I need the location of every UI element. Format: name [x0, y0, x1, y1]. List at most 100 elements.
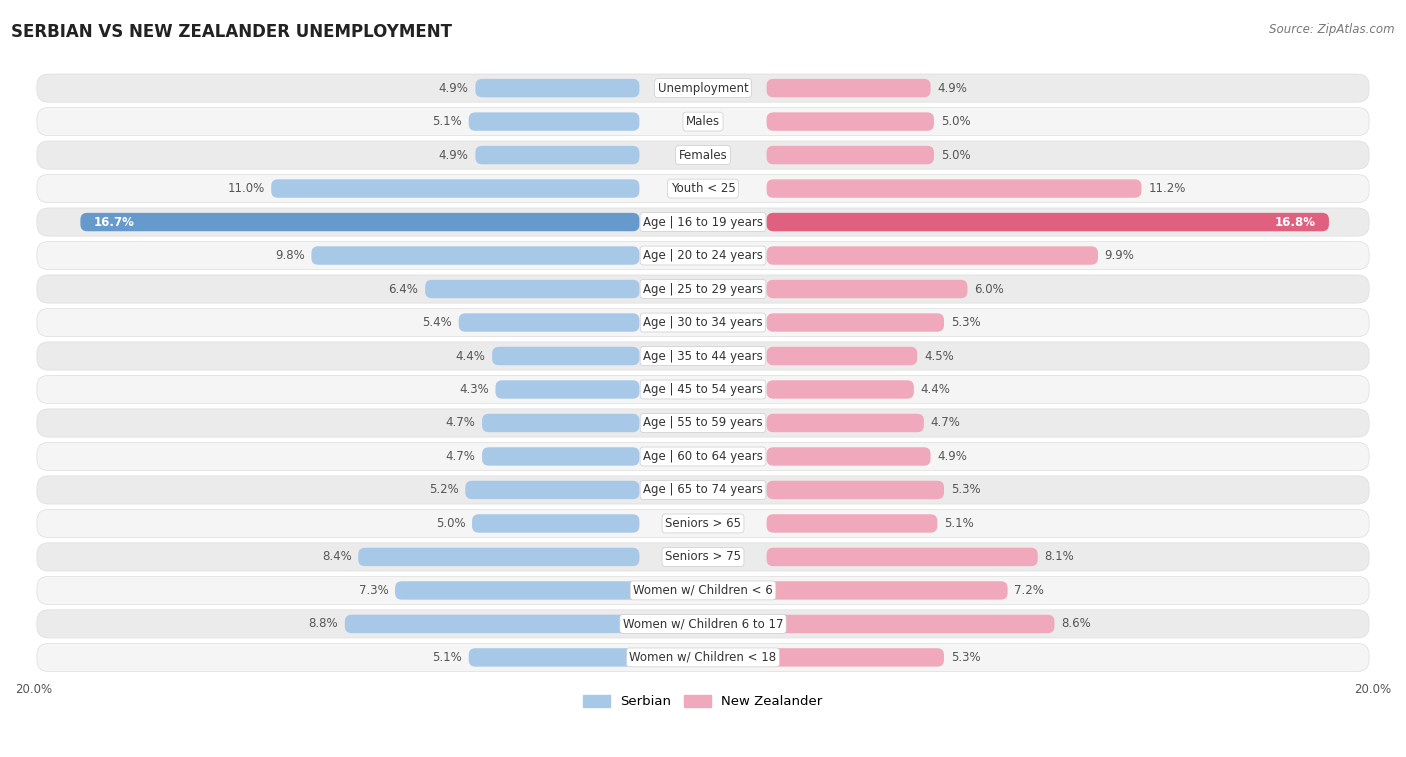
- Text: Unemployment: Unemployment: [658, 82, 748, 95]
- Text: 4.7%: 4.7%: [446, 416, 475, 429]
- FancyBboxPatch shape: [37, 107, 1369, 136]
- FancyBboxPatch shape: [766, 280, 967, 298]
- FancyBboxPatch shape: [766, 414, 924, 432]
- Text: 4.4%: 4.4%: [456, 350, 485, 363]
- FancyBboxPatch shape: [37, 543, 1369, 571]
- FancyBboxPatch shape: [482, 447, 640, 466]
- Text: 8.6%: 8.6%: [1062, 618, 1091, 631]
- FancyBboxPatch shape: [766, 548, 1038, 566]
- Text: 4.3%: 4.3%: [458, 383, 489, 396]
- Text: Males: Males: [686, 115, 720, 128]
- Text: Source: ZipAtlas.com: Source: ZipAtlas.com: [1270, 23, 1395, 36]
- Text: 4.7%: 4.7%: [931, 416, 960, 429]
- Text: Age | 25 to 29 years: Age | 25 to 29 years: [643, 282, 763, 295]
- FancyBboxPatch shape: [37, 610, 1369, 638]
- Text: 7.3%: 7.3%: [359, 584, 388, 597]
- Text: Women w/ Children 6 to 17: Women w/ Children 6 to 17: [623, 618, 783, 631]
- Text: 4.9%: 4.9%: [938, 450, 967, 463]
- Text: 5.4%: 5.4%: [422, 316, 451, 329]
- FancyBboxPatch shape: [766, 514, 938, 533]
- Text: 9.9%: 9.9%: [1105, 249, 1135, 262]
- FancyBboxPatch shape: [37, 576, 1369, 605]
- FancyBboxPatch shape: [37, 476, 1369, 504]
- FancyBboxPatch shape: [492, 347, 640, 365]
- FancyBboxPatch shape: [766, 648, 943, 667]
- FancyBboxPatch shape: [395, 581, 640, 600]
- FancyBboxPatch shape: [37, 208, 1369, 236]
- FancyBboxPatch shape: [37, 643, 1369, 671]
- Text: 4.9%: 4.9%: [439, 148, 468, 161]
- FancyBboxPatch shape: [475, 79, 640, 98]
- FancyBboxPatch shape: [472, 514, 640, 533]
- Text: 5.1%: 5.1%: [943, 517, 974, 530]
- FancyBboxPatch shape: [37, 175, 1369, 203]
- Text: 5.0%: 5.0%: [436, 517, 465, 530]
- Text: Age | 30 to 34 years: Age | 30 to 34 years: [643, 316, 763, 329]
- Text: Females: Females: [679, 148, 727, 161]
- Text: SERBIAN VS NEW ZEALANDER UNEMPLOYMENT: SERBIAN VS NEW ZEALANDER UNEMPLOYMENT: [11, 23, 453, 41]
- FancyBboxPatch shape: [37, 74, 1369, 102]
- Text: Age | 20 to 24 years: Age | 20 to 24 years: [643, 249, 763, 262]
- FancyBboxPatch shape: [766, 79, 931, 98]
- FancyBboxPatch shape: [37, 509, 1369, 537]
- FancyBboxPatch shape: [271, 179, 640, 198]
- FancyBboxPatch shape: [359, 548, 640, 566]
- Text: Age | 35 to 44 years: Age | 35 to 44 years: [643, 350, 763, 363]
- FancyBboxPatch shape: [37, 442, 1369, 471]
- FancyBboxPatch shape: [766, 313, 943, 332]
- Text: 4.9%: 4.9%: [938, 82, 967, 95]
- Legend: Serbian, New Zealander: Serbian, New Zealander: [578, 690, 828, 714]
- Text: 5.3%: 5.3%: [950, 651, 980, 664]
- Text: Age | 45 to 54 years: Age | 45 to 54 years: [643, 383, 763, 396]
- Text: 5.3%: 5.3%: [950, 316, 980, 329]
- FancyBboxPatch shape: [80, 213, 640, 231]
- FancyBboxPatch shape: [766, 347, 917, 365]
- FancyBboxPatch shape: [766, 447, 931, 466]
- Text: 6.0%: 6.0%: [974, 282, 1004, 295]
- Text: Seniors > 65: Seniors > 65: [665, 517, 741, 530]
- Text: 5.0%: 5.0%: [941, 115, 970, 128]
- FancyBboxPatch shape: [766, 615, 1054, 633]
- Text: 8.8%: 8.8%: [308, 618, 339, 631]
- FancyBboxPatch shape: [468, 112, 640, 131]
- FancyBboxPatch shape: [37, 275, 1369, 303]
- Text: 4.4%: 4.4%: [921, 383, 950, 396]
- FancyBboxPatch shape: [766, 179, 1142, 198]
- Text: 4.7%: 4.7%: [446, 450, 475, 463]
- Text: Age | 55 to 59 years: Age | 55 to 59 years: [643, 416, 763, 429]
- FancyBboxPatch shape: [495, 380, 640, 399]
- Text: Youth < 25: Youth < 25: [671, 182, 735, 195]
- FancyBboxPatch shape: [37, 342, 1369, 370]
- FancyBboxPatch shape: [475, 146, 640, 164]
- Text: 4.5%: 4.5%: [924, 350, 953, 363]
- Text: 5.0%: 5.0%: [941, 148, 970, 161]
- Text: Age | 60 to 64 years: Age | 60 to 64 years: [643, 450, 763, 463]
- FancyBboxPatch shape: [458, 313, 640, 332]
- FancyBboxPatch shape: [37, 409, 1369, 437]
- Text: 5.2%: 5.2%: [429, 484, 458, 497]
- Text: 7.2%: 7.2%: [1014, 584, 1045, 597]
- FancyBboxPatch shape: [766, 481, 943, 499]
- FancyBboxPatch shape: [37, 308, 1369, 337]
- Text: 8.1%: 8.1%: [1045, 550, 1074, 563]
- Text: Age | 65 to 74 years: Age | 65 to 74 years: [643, 484, 763, 497]
- FancyBboxPatch shape: [766, 213, 1329, 231]
- FancyBboxPatch shape: [766, 112, 934, 131]
- FancyBboxPatch shape: [37, 241, 1369, 269]
- FancyBboxPatch shape: [425, 280, 640, 298]
- Text: 11.2%: 11.2%: [1149, 182, 1185, 195]
- Text: 5.1%: 5.1%: [432, 115, 463, 128]
- Text: Women w/ Children < 18: Women w/ Children < 18: [630, 651, 776, 664]
- Text: Seniors > 75: Seniors > 75: [665, 550, 741, 563]
- FancyBboxPatch shape: [344, 615, 640, 633]
- Text: 9.8%: 9.8%: [276, 249, 305, 262]
- FancyBboxPatch shape: [766, 380, 914, 399]
- Text: 8.4%: 8.4%: [322, 550, 352, 563]
- FancyBboxPatch shape: [766, 246, 1098, 265]
- FancyBboxPatch shape: [465, 481, 640, 499]
- FancyBboxPatch shape: [468, 648, 640, 667]
- Text: 5.3%: 5.3%: [950, 484, 980, 497]
- Text: Women w/ Children < 6: Women w/ Children < 6: [633, 584, 773, 597]
- FancyBboxPatch shape: [37, 375, 1369, 403]
- Text: 16.8%: 16.8%: [1274, 216, 1316, 229]
